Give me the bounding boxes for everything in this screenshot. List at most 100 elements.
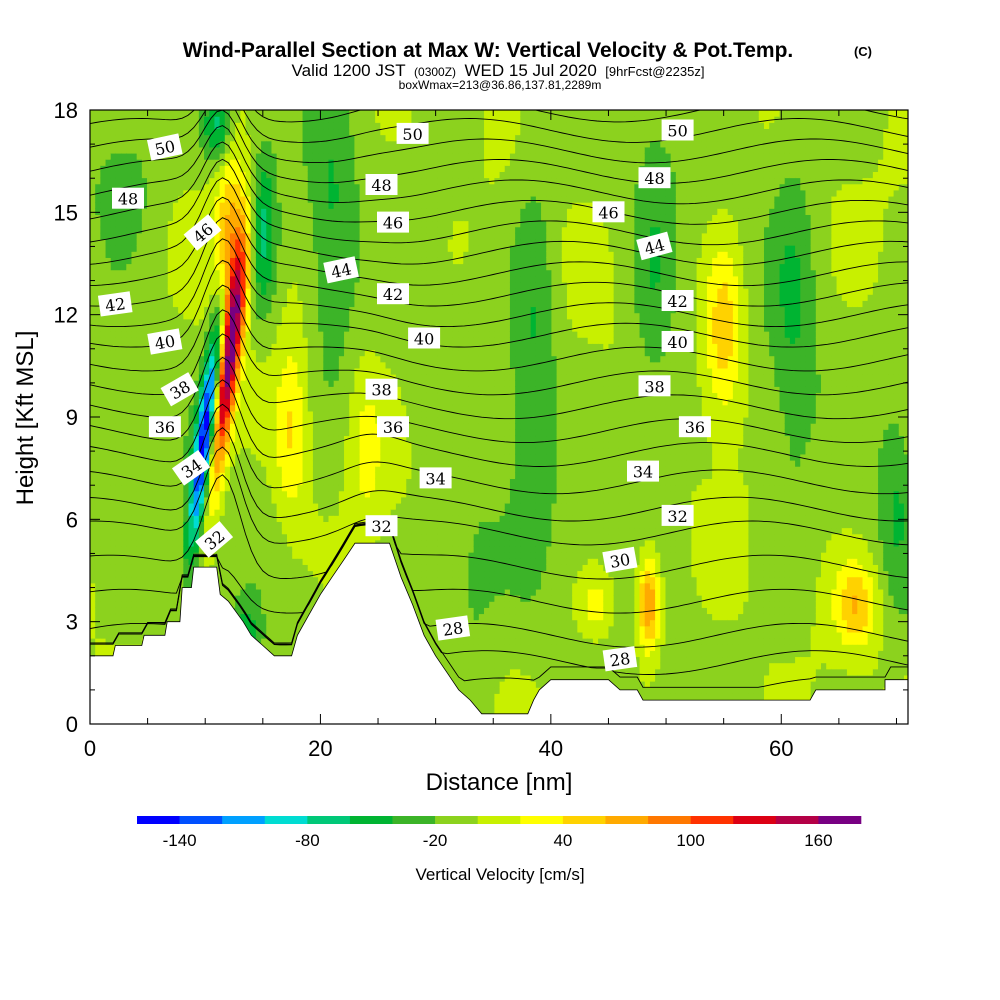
velocity-cell [126,404,133,412]
velocity-cell [276,552,283,559]
velocity-cell [229,269,236,277]
velocity-cell [204,380,210,387]
velocity-cell [338,459,345,467]
velocity-cell [240,545,247,553]
velocity-cell [255,386,262,394]
velocity-cell [229,539,236,547]
velocity-cell [188,509,195,516]
velocity-cell [266,281,273,289]
velocity-cell [115,607,122,615]
velocity-cell [318,533,324,541]
velocity-cell [307,288,314,295]
velocity-cell [136,478,143,486]
velocity-cell [198,509,205,516]
velocity-cell [250,288,257,295]
velocity-cell [167,490,174,498]
velocity-cell [167,110,174,117]
velocity-cell [250,570,257,578]
velocity-cell [323,502,330,510]
velocity-cell [105,527,112,535]
velocity-cell [312,171,319,179]
velocity-cell [209,306,216,314]
velocity-cell [126,595,133,602]
velocity-cell [312,189,319,197]
velocity-cell [136,484,143,492]
velocity-cell [167,459,174,467]
velocity-cell [318,177,324,185]
velocity-cell [105,195,112,203]
velocity-cell [266,238,273,246]
velocity-cell [136,312,143,320]
velocity-cell [266,367,273,375]
velocity-cell [292,159,298,166]
velocity-cell [266,349,273,357]
velocity-cell [255,146,262,154]
velocity-cell [141,392,148,400]
velocity-cell [240,318,247,326]
velocity-cell [131,515,138,522]
velocity-cell [292,638,298,645]
velocity-cell [333,134,340,142]
velocity-cell [302,398,309,406]
velocity-cell [312,380,319,387]
velocity-cell [214,349,221,357]
velocity-cell [131,539,138,547]
velocity-cell [328,140,335,148]
velocity-cell [115,159,122,166]
velocity-cell [188,374,195,381]
velocity-cell [287,429,293,437]
velocity-cell [297,165,304,172]
velocity-cell [141,110,148,117]
velocity-cell [95,208,101,215]
velocity-cell [131,355,138,363]
velocity-cell [307,453,314,461]
velocity-cell [312,349,319,357]
velocity-cell [100,631,107,639]
velocity-cell [333,459,340,467]
velocity-cell [276,140,283,148]
velocity-cell [131,625,138,633]
velocity-cell [312,459,319,467]
velocity-cell [178,521,184,529]
velocity-cell [183,410,190,418]
velocity-cell [276,238,283,246]
velocity-cell [255,533,262,541]
velocity-cell [276,152,283,160]
velocity-cell [276,337,283,344]
velocity-cell [271,361,278,369]
velocity-cell [162,195,169,203]
velocity-cell [183,324,190,332]
velocity-cell [219,386,226,394]
velocity-cell [162,607,169,615]
velocity-cell [131,146,138,154]
velocity-cell [281,552,288,559]
velocity-cell [276,644,283,651]
velocity-cell [136,613,143,621]
velocity-cell [287,214,293,222]
velocity-cell [292,521,298,529]
velocity-cell [131,631,138,639]
velocity-cell [105,582,112,590]
velocity-cell [323,478,330,486]
velocity-cell [141,269,148,277]
velocity-cell [245,478,252,486]
velocity-cell [287,545,293,553]
velocity-cell [131,478,138,486]
velocity-cell [261,601,267,608]
velocity-cell [323,539,330,547]
velocity-cell [271,398,278,406]
velocity-cell [110,367,117,375]
velocity-cell [302,564,309,572]
velocity-cell [250,238,257,246]
velocity-cell [157,159,164,166]
velocity-cell [318,245,324,252]
velocity-cell [338,539,345,547]
velocity-cell [328,558,335,565]
velocity-cell [261,582,267,590]
velocity-cell [115,545,122,553]
velocity-cell [126,324,133,332]
velocity-cell [204,122,210,130]
velocity-cell [198,275,205,283]
velocity-cell [297,582,304,590]
velocity-cell [297,435,304,443]
